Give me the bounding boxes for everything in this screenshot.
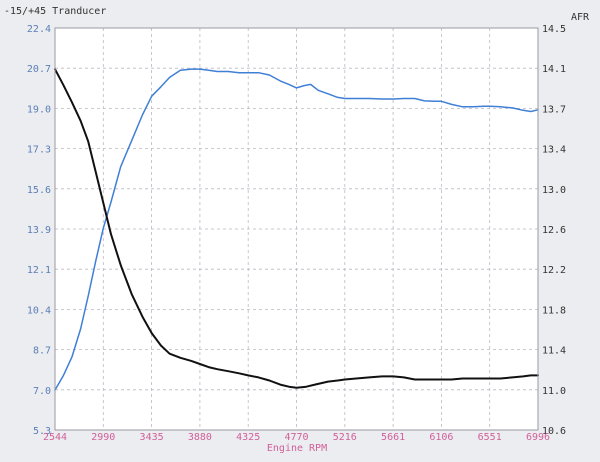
x-tick-label: 2544 bbox=[43, 432, 67, 443]
x-tick-label: 4325 bbox=[236, 432, 260, 443]
y-right-tick-label: 11.0 bbox=[542, 386, 566, 397]
y-left-tick-label: 17.3 bbox=[27, 145, 51, 156]
x-tick-label: 5661 bbox=[381, 432, 405, 443]
y-right-tick-label: 12.2 bbox=[542, 265, 566, 276]
series-line-right-axis bbox=[54, 68, 539, 389]
x-tick-label: 3880 bbox=[188, 432, 212, 443]
y-right-tick-label: 10.6 bbox=[542, 426, 566, 437]
y-left-ticks: 22.4 20.7 19.0 17.3 15.6 13.9 12.1 10.4 8.7 7.0 5.… bbox=[27, 24, 51, 437]
y-right-tick-label: 14.1 bbox=[542, 64, 566, 75]
y-right-tick-label: 11.4 bbox=[542, 346, 566, 357]
x-tick-label: 5216 bbox=[333, 432, 357, 443]
y-right-tick-label: 13.0 bbox=[542, 185, 566, 196]
y-left-axis-title: -15/+45 Tranducer bbox=[4, 6, 106, 17]
x-tick-label: 4770 bbox=[284, 432, 308, 443]
y-left-tick-label: 5.3 bbox=[33, 426, 51, 437]
y-left-tick-label: 10.4 bbox=[27, 305, 51, 316]
series-layer bbox=[54, 68, 539, 391]
y-right-ticks: 14.5 14.1 13.7 13.4 13.0 12.6 12.2 11.8 11.4 11.0… bbox=[542, 24, 566, 437]
x-tick-label: 3435 bbox=[140, 432, 164, 443]
x-tick-label: 6551 bbox=[478, 432, 502, 443]
y-left-tick-label: 19.0 bbox=[27, 104, 51, 115]
y-right-tick-label: 11.8 bbox=[542, 305, 566, 316]
y-left-tick-label: 7.0 bbox=[33, 386, 51, 397]
y-right-tick-label: 12.6 bbox=[542, 225, 566, 236]
y-left-tick-label: 20.7 bbox=[27, 64, 51, 75]
y-right-axis-title: AFR bbox=[571, 12, 590, 23]
y-left-tick-label: 13.9 bbox=[27, 225, 51, 236]
y-right-tick-label: 13.7 bbox=[542, 104, 566, 115]
x-axis-title: Engine RPM bbox=[267, 443, 327, 454]
y-left-tick-label: 22.4 bbox=[27, 24, 51, 35]
x-tick-label: 6106 bbox=[429, 432, 453, 443]
x-ticks: 2544 2990 3435 3880 4325 4770 5216 5661 6106 6551… bbox=[43, 432, 550, 443]
y-right-tick-label: 13.4 bbox=[542, 145, 566, 156]
y-left-tick-label: 15.6 bbox=[27, 185, 51, 196]
x-tick-label: 6996 bbox=[526, 432, 550, 443]
x-tick-label: 2990 bbox=[91, 432, 115, 443]
series-line-left-axis bbox=[54, 68, 539, 391]
y-left-tick-label: 8.7 bbox=[33, 346, 51, 357]
y-right-tick-label: 14.5 bbox=[542, 24, 566, 35]
y-left-tick-label: 12.1 bbox=[27, 265, 51, 276]
grid bbox=[55, 28, 538, 430]
plot-frame bbox=[54, 27, 539, 431]
